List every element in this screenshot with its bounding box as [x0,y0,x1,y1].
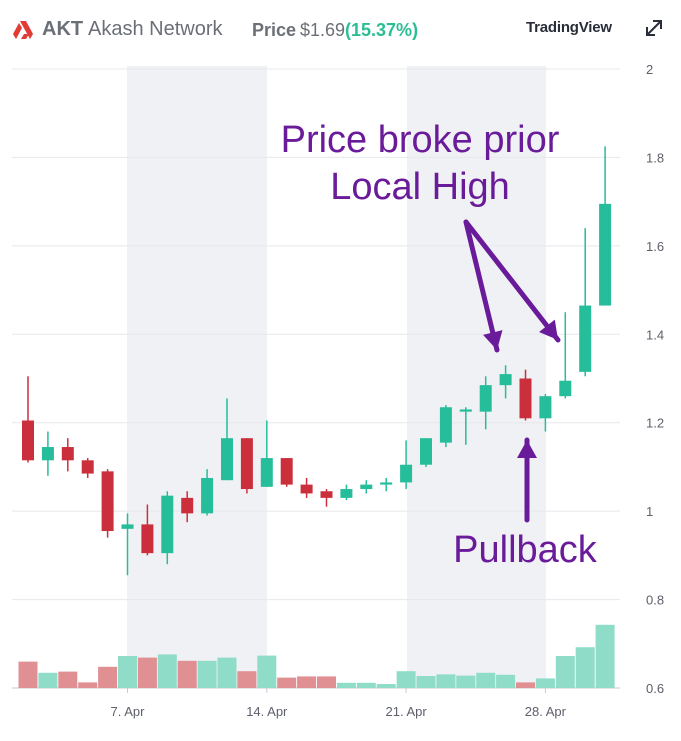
tradingview-brand[interactable]: TradingView [526,19,612,36]
week-shade [407,66,546,688]
candle-body [181,497,194,514]
annotation-breakout-line2: Local High [330,166,510,208]
volume-bar [217,657,237,688]
arrow-to-pullback-head [517,440,537,458]
volume-bar [257,655,277,688]
arrow-to-breakout-head [539,319,558,340]
volume-bar [436,674,456,688]
candle-body [499,374,512,386]
volume-bar [476,672,496,688]
candle-body [579,305,592,372]
asset-name: Akash Network [88,18,223,40]
volume-bar [137,657,157,688]
volume-bar [317,676,336,688]
volume-bar [336,682,356,688]
chart-header: AKT Akash Network Price $1.69 (15.37%) T… [0,0,681,58]
arrow-to-prior-high [463,219,500,353]
candle-body [479,385,492,412]
candle-body [459,409,472,412]
week-shade [127,66,267,688]
candle-body [400,464,413,483]
x-tick-label: 28. Apr [525,704,567,719]
candle-body [81,460,94,474]
volume-bar [535,678,555,688]
akash-logo-icon [13,21,33,39]
y-tick-label: 0.6 [646,681,664,696]
y-tick-label: 0.8 [646,593,664,608]
arrow-to-breakout [463,219,561,343]
volume-bar [98,666,118,688]
candle-body [221,438,233,481]
candle-body [22,420,34,461]
annotation-breakout-line1: Price broke prior [281,119,560,161]
arrow-to-prior-high-head [483,330,503,350]
volume-bar [58,671,78,688]
candle-body [320,491,333,498]
volume-bar [297,676,317,688]
volume-bar [555,656,575,688]
y-tick-label: 1.4 [646,327,664,342]
candle-body [141,524,154,554]
candle-body [260,458,273,487]
candle-body [300,484,313,494]
ticker-symbol: AKT [42,18,84,40]
volume-bar [78,682,98,688]
candle-body [599,203,612,306]
candle-body [539,396,552,419]
volume-bar [157,654,177,688]
candle-body [121,524,134,529]
candle-body [360,484,373,490]
volume-bar [396,671,416,688]
annotation-pullback: Pullback [453,529,598,571]
candle-body [201,477,214,514]
volume-bar [516,682,535,688]
candle-body [161,495,174,554]
candle-body [519,378,532,419]
volume-bar [177,660,197,688]
x-tick-label: 21. Apr [385,704,427,719]
candle-body [41,447,54,461]
price-value: $1.69 [300,20,346,40]
volume-bar [277,677,297,688]
volume-bar [197,660,217,688]
volume-bar [496,674,516,688]
volume-bar [18,661,38,688]
candle-body [340,489,353,498]
candle-body [420,438,432,465]
y-tick-label: 1 [646,504,653,519]
candle-body [439,407,452,443]
y-tick-label: 1.6 [646,239,664,254]
candle-body [101,471,114,532]
x-tick-label: 7. Apr [111,704,146,719]
y-tick-label: 2 [646,62,653,77]
volume-bar [456,675,476,688]
volume-bar [416,676,436,688]
volume-bar [575,647,595,688]
y-tick-label: 1.2 [646,416,664,431]
expand-icon[interactable] [644,18,664,38]
volume-bar [38,672,58,688]
candle-body [61,447,74,461]
price-label: Price [252,20,297,40]
volume-bar [237,671,257,688]
candle-body [240,438,253,490]
candle-body [280,458,293,485]
volume-bar [376,684,396,688]
volume-bar [595,624,615,688]
y-tick-label: 1.8 [646,150,664,165]
volume-bar [118,656,137,688]
x-tick-label: 14. Apr [246,704,288,719]
price-change: (15.37%) [345,20,419,40]
candle-body [380,482,393,485]
candle-body [559,380,572,397]
volume-bar [356,682,376,688]
